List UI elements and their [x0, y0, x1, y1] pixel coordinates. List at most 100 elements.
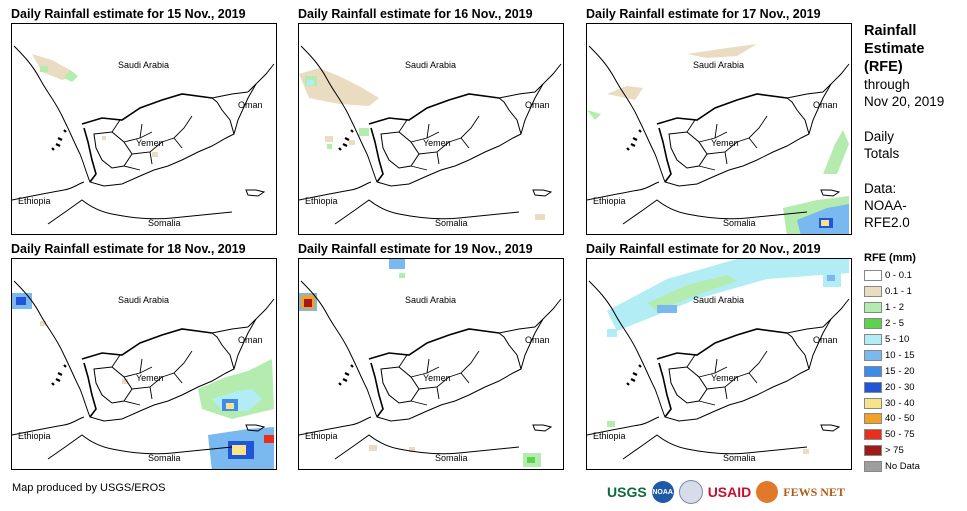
legend-label: > 75	[885, 445, 904, 457]
legend-label: 10 - 15	[885, 349, 915, 361]
noaa-logo: NOAA	[651, 481, 674, 503]
legend-swatch	[864, 397, 882, 409]
label-ethiopia: Ethiopia	[18, 431, 51, 441]
label-oman: Oman	[525, 100, 550, 110]
label-saudi-arabia: Saudi Arabia	[118, 60, 169, 70]
precip-layer	[587, 44, 849, 234]
label-ethiopia: Ethiopia	[305, 431, 338, 441]
map-svg: Saudi Arabia Oman Yemen Ethiopia Somalia	[299, 45, 562, 228]
label-somalia: Somalia	[723, 218, 756, 228]
data-label: Data:	[864, 181, 897, 196]
borders-layer	[12, 280, 275, 460]
label-ethiopia: Ethiopia	[593, 196, 626, 206]
legend-label: 5 - 10	[885, 334, 910, 345]
legend-item: No Data	[864, 459, 920, 475]
rainfall-map: Saudi Arabia Oman Yemen Ethiopia Somalia	[298, 258, 564, 470]
usgs-logo-text: USGS	[607, 484, 647, 500]
legend-item: 2 - 5	[864, 316, 920, 332]
legend-label: 0 - 0.1	[885, 270, 912, 282]
legend-label: 15 - 20	[885, 365, 915, 377]
map-panel-19-nov: Daily Rainfall estimate for 19 Nov., 201…	[298, 242, 564, 470]
panel-title: Daily Rainfall estimate for 20 Nov., 201…	[586, 242, 821, 256]
legend-item: 50 - 75	[864, 427, 920, 443]
precip-layer	[299, 68, 545, 220]
fews-net-logo: FEWS NET	[783, 482, 845, 502]
usaid-logo-text: USAID	[707, 484, 752, 500]
usgs-logo: USGS	[607, 482, 647, 502]
panel-title: Daily Rainfall estimate for 16 Nov., 201…	[298, 7, 533, 21]
map-panel-15-nov: Daily Rainfall estimate for 15 Nov., 201…	[11, 7, 277, 235]
daily-label: Daily	[864, 129, 895, 144]
legend-item: 10 - 15	[864, 347, 920, 363]
label-somalia: Somalia	[723, 453, 756, 463]
map-panel-20-nov: Daily Rainfall estimate for 20 Nov., 201…	[586, 242, 852, 470]
legend-label: 1 - 2	[885, 302, 905, 314]
legend-item: 40 - 50	[864, 411, 920, 427]
rainfall-map: Saudi Arabia Oman Yemen Ethiopia Somalia	[11, 23, 277, 235]
data-source-line: RFE2.0	[864, 215, 910, 230]
legend-swatch	[864, 270, 882, 282]
rfe-title-line: (RFE)	[864, 59, 903, 75]
legend-swatch	[864, 461, 882, 473]
label-oman: Oman	[813, 100, 838, 110]
map-panel-18-nov: Daily Rainfall estimate for 18 Nov., 201…	[11, 242, 277, 470]
rfe-sidebar: Rainfall Estimate (RFE) through Nov 20, …	[864, 22, 964, 231]
label-oman: Oman	[525, 335, 550, 345]
panel-title: Daily Rainfall estimate for 17 Nov., 201…	[586, 7, 821, 21]
legend-swatch	[864, 318, 882, 330]
label-ethiopia: Ethiopia	[305, 196, 338, 206]
legend-item: 30 - 40	[864, 395, 920, 411]
through-date: Nov 20, 2019	[864, 94, 945, 109]
legend-label: 2 - 5	[885, 318, 905, 330]
precip-layer	[12, 293, 274, 469]
legend-swatch	[864, 445, 882, 457]
label-somalia: Somalia	[148, 218, 181, 228]
label-somalia: Somalia	[435, 453, 468, 463]
rainfall-map: Saudi Arabia Oman Yemen Ethiopia Somalia	[586, 258, 852, 470]
legend-item: 0 - 0.1	[864, 268, 920, 284]
labels-layer: Saudi Arabia Oman Yemen Ethiopia Somalia	[18, 295, 263, 463]
rfe-title-line: Estimate	[864, 41, 925, 57]
precip-layer	[607, 259, 849, 454]
legend-label: 50 - 75	[885, 429, 915, 441]
legend-swatch	[864, 429, 882, 441]
legend-item: 15 - 20	[864, 363, 920, 379]
usaid-seal-icon	[678, 480, 703, 504]
precip-layer	[299, 259, 541, 467]
map-svg: Saudi Arabia Oman Yemen Ethiopia Somalia	[12, 280, 275, 469]
legend-label: No Data	[885, 461, 920, 473]
legend-swatch	[864, 365, 882, 377]
label-saudi-arabia: Saudi Arabia	[118, 295, 169, 305]
labels-layer: Saudi Arabia Oman Yemen Ethiopia Somalia	[18, 60, 263, 228]
legend-item: > 75	[864, 443, 920, 459]
legend-swatch	[864, 349, 882, 361]
labels-layer: Saudi Arabia Oman Yemen Ethiopia Somalia	[593, 295, 838, 463]
panel-title: Daily Rainfall estimate for 15 Nov., 201…	[11, 7, 246, 21]
label-saudi-arabia: Saudi Arabia	[693, 60, 744, 70]
label-yemen: Yemen	[423, 373, 451, 383]
label-yemen: Yemen	[423, 138, 451, 148]
legend-item: 0.1 - 1	[864, 284, 920, 300]
label-yemen: Yemen	[711, 373, 739, 383]
borders-layer	[587, 45, 850, 225]
map-svg: Saudi Arabia Oman Yemen Ethiopia Somalia	[299, 259, 562, 467]
noaa-logo-text: NOAA	[652, 488, 673, 496]
borders-layer	[299, 280, 562, 460]
legend-swatch	[864, 334, 882, 345]
map-svg: Saudi Arabia Oman Yemen Ethiopia Somalia	[12, 45, 275, 228]
labels-layer: Saudi Arabia Oman Yemen Ethiopia Somalia	[593, 60, 838, 228]
rainfall-map: Saudi Arabia Oman Yemen Ethiopia Somalia	[298, 23, 564, 235]
legend-swatch	[864, 413, 882, 425]
label-saudi-arabia: Saudi Arabia	[405, 60, 456, 70]
label-yemen: Yemen	[136, 138, 164, 148]
label-yemen: Yemen	[136, 373, 164, 383]
label-somalia: Somalia	[148, 453, 181, 463]
legend-item: 5 - 10	[864, 332, 920, 348]
labels-layer: Saudi Arabia Oman Yemen Ethiopia Somalia	[305, 60, 550, 228]
rfe-title-line: Rainfall	[864, 23, 917, 39]
label-saudi-arabia: Saudi Arabia	[693, 295, 744, 305]
data-source-line: NOAA-	[864, 198, 907, 213]
data-source: Data: NOAA- RFE2.0	[864, 180, 964, 231]
rfe-title: Rainfall Estimate (RFE)	[864, 22, 964, 76]
labels-layer: Saudi Arabia Oman Yemen Ethiopia Somalia	[305, 295, 550, 463]
